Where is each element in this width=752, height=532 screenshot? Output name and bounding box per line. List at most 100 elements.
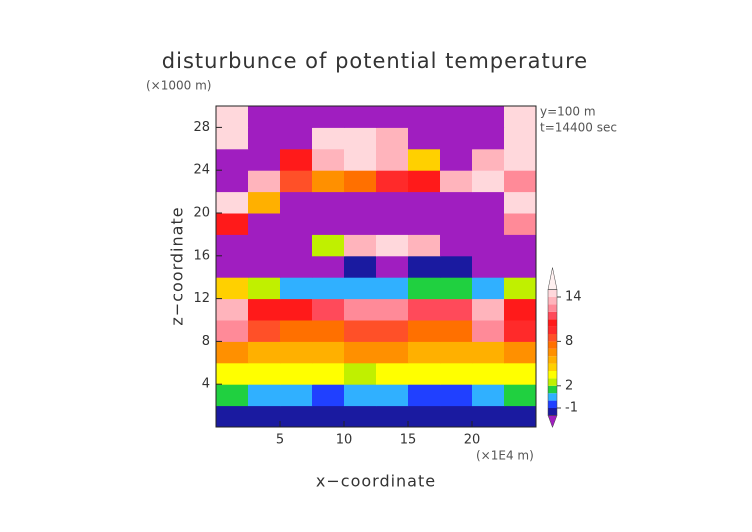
- heat-cell: [376, 213, 409, 235]
- heat-cell: [504, 362, 537, 385]
- heat-cell: [408, 191, 441, 214]
- heat-cell: [280, 191, 313, 214]
- y-tick-label: 8: [202, 334, 210, 349]
- heat-cell: [440, 255, 473, 278]
- heat-cell: [376, 106, 409, 128]
- colorbar-segment: [548, 311, 557, 320]
- colorbar-high: [547, 267, 558, 290]
- heat-cell: [504, 106, 537, 128]
- heat-cell: [440, 191, 473, 214]
- heat-cell: [376, 405, 409, 428]
- heat-cell: [504, 298, 537, 321]
- heat-cell: [312, 148, 345, 171]
- heat-cell: [216, 362, 249, 385]
- colorbar-segment: [548, 304, 557, 312]
- y-tick-label: 24: [193, 163, 210, 178]
- heat-cell: [216, 191, 249, 214]
- heat-cell: [216, 320, 249, 342]
- heat-cell: [248, 106, 281, 128]
- plot-frame: [215, 105, 537, 428]
- heat-cell: [408, 277, 441, 300]
- heat-cell: [344, 362, 377, 385]
- heat-cell: [216, 384, 249, 407]
- heat-cell: [312, 234, 345, 257]
- colorbar-tick-label: -1: [565, 401, 578, 416]
- heat-cell: [440, 277, 473, 300]
- heat-cell: [248, 170, 281, 193]
- colorbar-segment: [548, 385, 557, 394]
- heat-cell: [216, 298, 249, 321]
- heat-cell: [504, 148, 537, 171]
- annotation: y=100 m: [540, 105, 596, 119]
- heat-cell: [440, 213, 473, 235]
- heat-cell: [280, 234, 313, 257]
- heat-cell: [472, 320, 505, 342]
- heat-cell: [408, 127, 441, 150]
- heat-cell: [376, 320, 409, 342]
- heat-cell: [248, 405, 281, 428]
- y-axis-title: z−coordinate: [168, 206, 187, 325]
- heat-cell: [440, 234, 473, 257]
- heat-cell: [408, 234, 441, 257]
- heat-cell: [472, 148, 505, 171]
- heat-cell: [216, 234, 249, 257]
- heat-cell: [504, 320, 537, 342]
- colorbar-tick-label: 14: [565, 290, 582, 305]
- heat-cell: [440, 341, 473, 364]
- heat-cell: [248, 320, 281, 342]
- heat-cell: [248, 234, 281, 257]
- colorbar-segment: [548, 408, 557, 416]
- heat-cell: [216, 170, 249, 193]
- heat-cell: [312, 405, 345, 428]
- x-unit: (×1E4 m): [476, 449, 534, 463]
- heat-cell: [440, 170, 473, 193]
- heat-cell: [248, 384, 281, 407]
- colorbar-segment: [548, 378, 557, 386]
- heat-cell: [216, 255, 249, 278]
- heat-cell: [408, 170, 441, 193]
- colorbar-segment: [548, 400, 557, 408]
- heat-cell: [280, 106, 313, 128]
- colorbar-segment: [548, 326, 557, 334]
- colorbar-tick-label: 2: [565, 378, 573, 393]
- heat-cell: [312, 106, 345, 128]
- heat-cell: [408, 362, 441, 385]
- heat-cell: [248, 298, 281, 321]
- heat-cell: [312, 298, 345, 321]
- heat-cell: [248, 362, 281, 385]
- heat-cell: [376, 234, 409, 257]
- heat-cell: [472, 213, 505, 235]
- heat-cell: [312, 213, 345, 235]
- heat-cell: [344, 106, 377, 128]
- heat-cell: [344, 191, 377, 214]
- colorbar-segment: [548, 341, 557, 349]
- heat-cell: [216, 106, 249, 128]
- heat-cell: [280, 384, 313, 407]
- heat-cell: [344, 127, 377, 150]
- heat-cell: [344, 170, 377, 193]
- heat-cell: [504, 213, 537, 235]
- heat-cell: [440, 320, 473, 342]
- y-tick-label: 20: [193, 206, 210, 221]
- heat-cell: [344, 234, 377, 257]
- heat-cell: [280, 127, 313, 150]
- heat-cell: [248, 213, 281, 235]
- heat-cell: [280, 148, 313, 171]
- y-tick-label: 12: [193, 291, 210, 306]
- heat-cell: [344, 255, 377, 278]
- heat-cell: [408, 341, 441, 364]
- heat-cell: [504, 191, 537, 214]
- heat-cell: [440, 148, 473, 171]
- heat-cell: [312, 277, 345, 300]
- heat-cell: [344, 405, 377, 428]
- heat-cell: [504, 127, 537, 150]
- heat-cell: [376, 127, 409, 150]
- heat-cell: [472, 362, 505, 385]
- colorbar-segment: [548, 289, 557, 297]
- heat-cell: [440, 106, 473, 128]
- heat-cell: [440, 127, 473, 150]
- heat-cell: [376, 298, 409, 321]
- heat-cell: [312, 341, 345, 364]
- heat-cell: [280, 277, 313, 300]
- heat-cell: [376, 362, 409, 385]
